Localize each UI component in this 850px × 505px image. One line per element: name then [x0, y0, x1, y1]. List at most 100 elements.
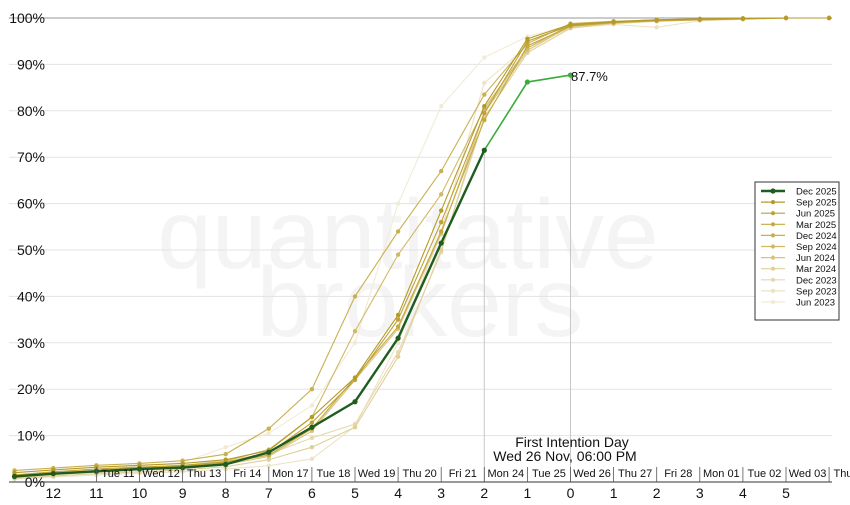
series-line — [14, 17, 830, 480]
series-sep-2025 — [12, 15, 832, 475]
date-label: Wed 26 — [573, 468, 611, 480]
x-tick-label: 9 — [179, 485, 187, 500]
y-tick-label: 100% — [9, 10, 45, 26]
data-point — [352, 375, 358, 380]
data-point — [395, 252, 401, 257]
data-point — [266, 431, 271, 436]
legend-box — [754, 181, 840, 321]
date-label: Wed 19 — [358, 468, 396, 480]
data-point — [439, 219, 444, 225]
legend-swatch-marker — [770, 299, 776, 305]
legend-item: Dec 2025 — [761, 187, 837, 198]
first-intention-title: First Intention Day — [515, 434, 629, 450]
x-tick-label: 4 — [394, 485, 402, 500]
x-tick-label: 8 — [222, 485, 230, 500]
data-point — [180, 461, 185, 466]
series-line — [14, 149, 486, 478]
date-label: Thu 04 — [834, 468, 850, 480]
date-label: Mon 17 — [272, 468, 309, 480]
legend-label: Jun 2025 — [796, 209, 835, 220]
x-tick-label: 4 — [739, 485, 747, 500]
data-point — [266, 457, 271, 462]
data-point — [11, 473, 18, 480]
legend-item: Jun 2025 — [761, 209, 835, 220]
data-point — [309, 387, 315, 392]
y-tick-label: 20% — [17, 381, 45, 397]
data-point — [395, 201, 401, 206]
date-label: Tue 25 — [532, 468, 566, 480]
legend-swatch-marker — [770, 211, 776, 216]
data-point — [309, 435, 315, 441]
data-point — [826, 15, 832, 21]
data-point — [309, 424, 315, 430]
data-point — [482, 92, 487, 97]
legend-item: Jun 2023 — [761, 298, 835, 309]
legend-swatch-marker — [770, 244, 776, 249]
data-point — [697, 16, 702, 22]
first-intention-datetime: Wed 26 Nov, 06:00 PM — [493, 448, 636, 464]
date-label: Tue 11 — [101, 468, 134, 480]
data-point — [395, 229, 401, 234]
data-point — [266, 426, 271, 431]
data-point — [439, 208, 444, 213]
data-point — [525, 36, 530, 42]
x-axis: 12 11 10 9 8 7 6 5 4 3 2 1 0 1 2 3 4 5 — [9, 481, 832, 501]
legend-item: Sep 2024 — [761, 242, 837, 253]
data-point — [395, 354, 401, 359]
data-point — [352, 340, 358, 345]
legend-item: Sep 2025 — [761, 198, 837, 209]
legend-item: Mar 2024 — [761, 264, 836, 275]
x-tick-label: 6 — [308, 485, 316, 500]
data-point — [654, 17, 659, 23]
x-tick-label: 10 — [132, 485, 148, 500]
legend-item: Mar 2025 — [761, 220, 836, 231]
date-label: Tue 18 — [317, 468, 351, 480]
data-point — [438, 240, 444, 246]
data-point — [439, 247, 444, 253]
x-tick-label: 7 — [265, 485, 273, 500]
data-point — [481, 147, 487, 153]
data-point — [740, 16, 746, 21]
legend-swatch-marker — [770, 288, 776, 293]
data-point — [223, 445, 228, 450]
date-label: Fri 28 — [664, 468, 692, 480]
data-point — [611, 19, 616, 24]
data-point — [51, 467, 56, 473]
x-tick-label: 12 — [46, 485, 62, 500]
data-point — [439, 229, 444, 234]
legend-item: Jun 2024 — [761, 253, 835, 264]
y-tick-label: 50% — [17, 242, 45, 258]
data-point — [266, 463, 271, 468]
date-label: Fri 14 — [233, 468, 261, 480]
data-point — [482, 55, 487, 60]
data-point — [309, 456, 315, 461]
date-label: Thu 13 — [187, 468, 221, 480]
data-point — [568, 22, 573, 27]
date-label: Wed 03 — [789, 468, 827, 480]
data-point — [482, 103, 487, 109]
date-label: Mon 24 — [487, 468, 524, 480]
data-point — [309, 445, 315, 450]
y-axis: 0%10%20%30%40%50%60%70%80%90%100% — [9, 10, 45, 490]
data-point — [223, 461, 229, 467]
legend-swatch-marker — [770, 200, 776, 205]
data-point — [352, 294, 358, 299]
data-point — [309, 420, 315, 425]
y-tick-label: 60% — [17, 196, 45, 212]
x-tick-label: 3 — [437, 485, 445, 500]
data-point — [266, 449, 272, 455]
data-point — [352, 399, 358, 405]
data-point — [482, 117, 487, 123]
series-line — [14, 17, 830, 474]
date-label: Thu 20 — [403, 468, 437, 480]
date-label: Thu 27 — [618, 468, 652, 480]
y-tick-label: 40% — [17, 288, 45, 304]
x-tick-label: 11 — [89, 485, 104, 500]
data-point — [567, 72, 574, 78]
legend-swatch-marker — [770, 255, 776, 260]
legend-swatch-marker — [770, 233, 776, 238]
x-tick-label: 2 — [480, 485, 488, 500]
data-point — [524, 79, 531, 85]
